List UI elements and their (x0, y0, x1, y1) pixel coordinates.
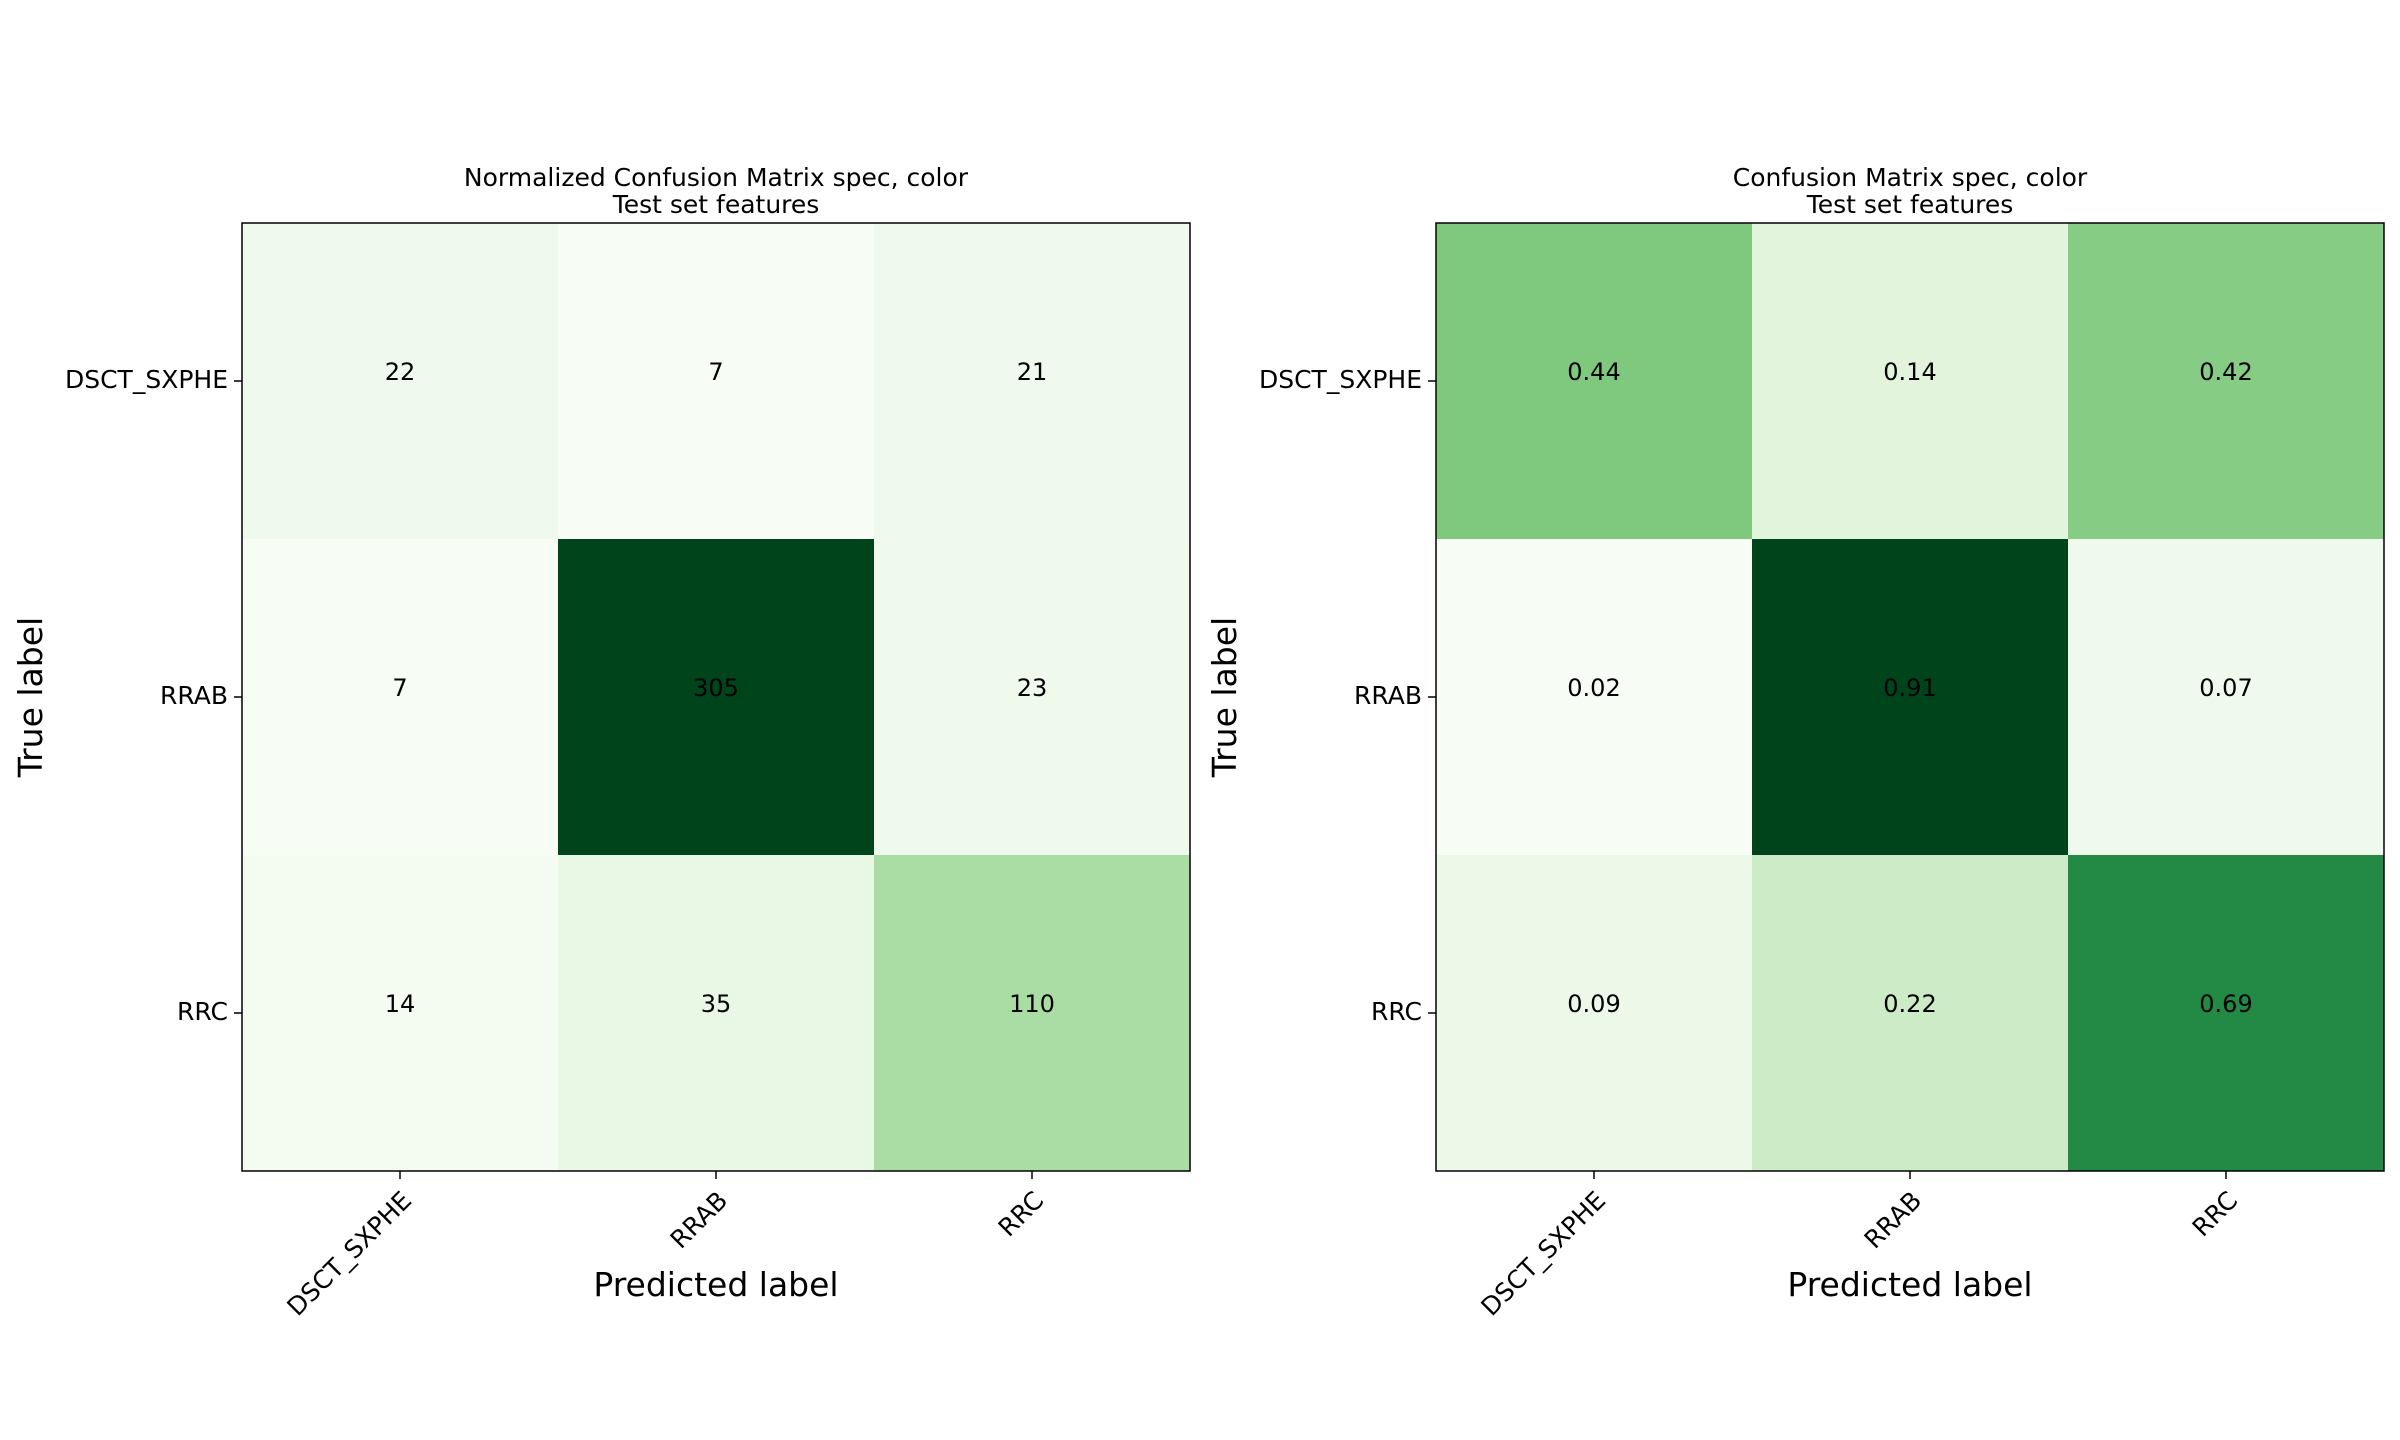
y-tick-label: RRC (177, 997, 228, 1026)
cell-value-label: 22 (385, 358, 416, 386)
x-tick-label: RRAB (665, 1186, 734, 1255)
cell-value-label: 0.42 (2199, 358, 2252, 386)
cell-value-label: 0.44 (1567, 358, 1620, 386)
heatmap-cell (1752, 855, 2069, 1172)
y-tick-label: RRAB (160, 681, 228, 710)
x-tick-label: RRAB (1859, 1186, 1928, 1255)
chart-title: Normalized Confusion Matrix spec, color (464, 163, 969, 192)
y-tick-label: DSCT_SXPHE (1259, 365, 1422, 394)
cell-value-label: 0.02 (1567, 674, 1620, 702)
heatmap-cell (2068, 855, 2385, 1172)
cell-value-label: 23 (1017, 674, 1048, 702)
cell-value-label: 35 (701, 990, 732, 1018)
cell-value-label: 21 (1017, 358, 1048, 386)
heatmap-cell (242, 223, 559, 540)
chart-subtitle: Test set features (612, 190, 820, 219)
heatmap-cell (1752, 223, 2069, 540)
cell-value-label: 0.09 (1567, 990, 1620, 1018)
x-tick-label: RRC (993, 1186, 1050, 1243)
heatmap-cell (558, 539, 875, 856)
heatmap-cell (1752, 539, 2069, 856)
y-tick-label: RRAB (1354, 681, 1422, 710)
x-tick-label: RRC (2187, 1186, 2244, 1243)
heatmap-cell (874, 539, 1191, 856)
chart-subtitle: Test set features (1806, 190, 2014, 219)
heatmap-cell (2068, 223, 2385, 540)
heatmap-cell (242, 855, 559, 1172)
y-tick-label: DSCT_SXPHE (65, 365, 228, 394)
y-axis-label: True label (11, 617, 50, 778)
heatmap-cell (1436, 539, 1753, 856)
x-axis-label: Predicted label (1787, 1265, 2032, 1304)
heatmap-cell (1436, 855, 1753, 1172)
y-axis-label: True label (1205, 617, 1244, 778)
heatmap-cell (874, 223, 1191, 540)
x-tick-label: DSCT_SXPHE (281, 1186, 417, 1322)
x-axis-label: Predicted label (593, 1265, 838, 1304)
heatmap-cell (2068, 539, 2385, 856)
chart-title: Confusion Matrix spec, color (1733, 163, 2088, 192)
heatmap-cell (242, 539, 559, 856)
cell-value-label: 305 (693, 674, 739, 702)
y-tick-label: RRC (1371, 997, 1422, 1026)
heatmap-cell (874, 855, 1191, 1172)
cell-value-label: 0.14 (1883, 358, 1936, 386)
cell-value-label: 0.07 (2199, 674, 2252, 702)
cell-value-label: 7 (392, 674, 407, 702)
heatmap-cell (558, 223, 875, 540)
heatmap-cell (1436, 223, 1753, 540)
heatmap-cell (558, 855, 875, 1172)
cell-value-label: 0.69 (2199, 990, 2252, 1018)
cell-value-label: 7 (708, 358, 723, 386)
cell-value-label: 14 (385, 990, 416, 1018)
cell-value-label: 0.91 (1883, 674, 1936, 702)
cell-value-label: 0.22 (1883, 990, 1936, 1018)
x-tick-label: DSCT_SXPHE (1475, 1186, 1611, 1322)
cell-value-label: 110 (1009, 990, 1055, 1018)
